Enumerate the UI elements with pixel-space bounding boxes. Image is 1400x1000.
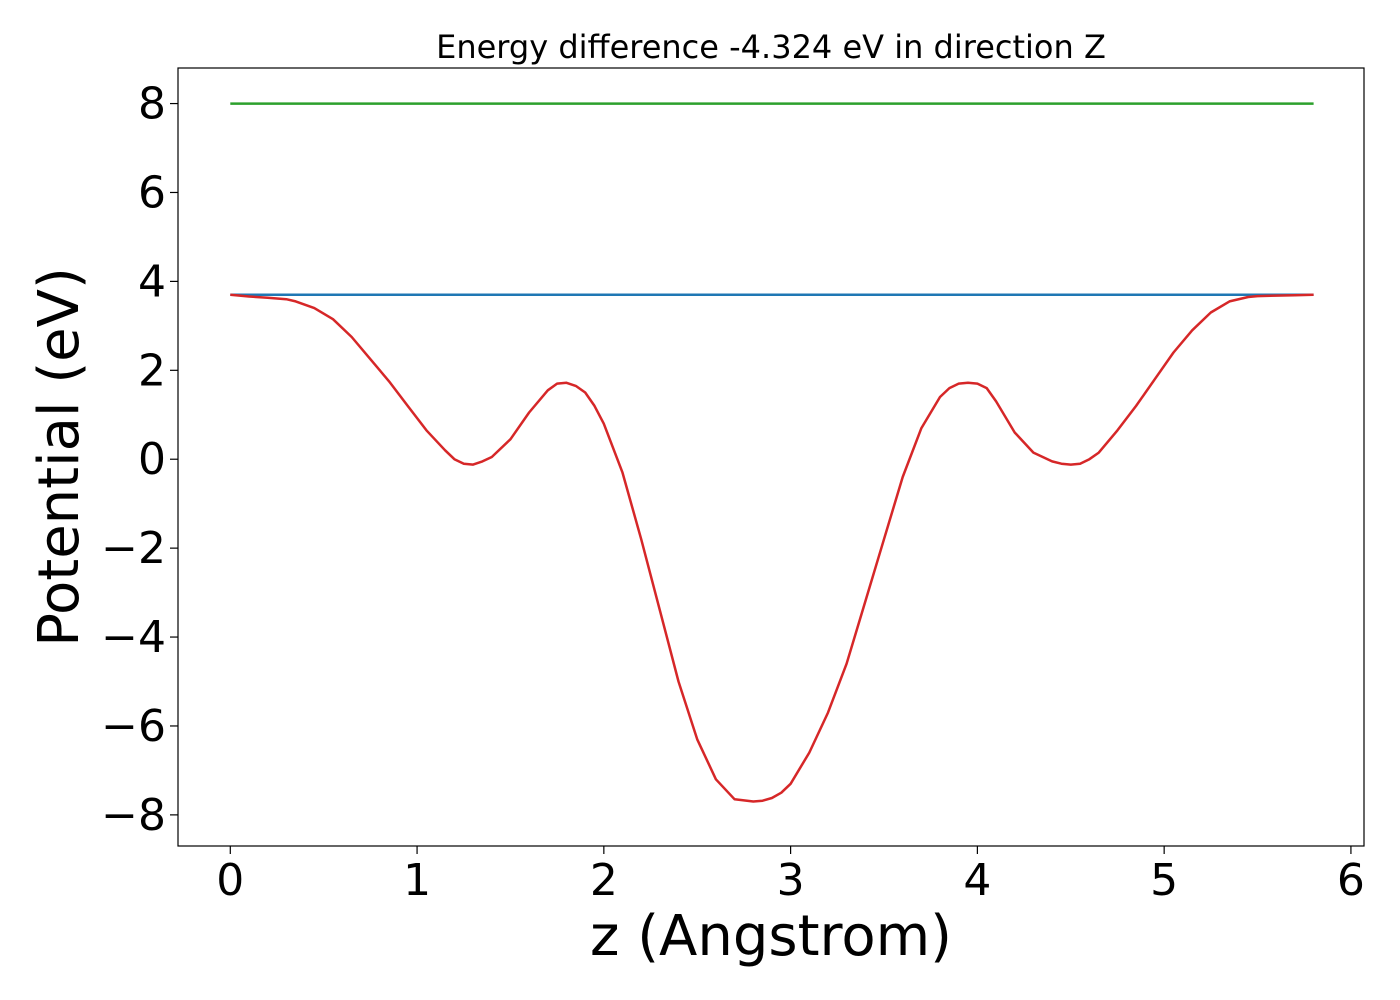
x-tick-label: 3 <box>777 855 805 906</box>
x-tick-label: 2 <box>590 855 618 906</box>
y-tick-label: 6 <box>138 167 166 218</box>
y-tick-label: 4 <box>138 256 166 307</box>
y-tick-label: −6 <box>101 701 166 752</box>
series-line-2 <box>230 293 1314 803</box>
x-tick-label: 1 <box>403 855 431 906</box>
chart-title: Energy difference -4.324 eV in direction… <box>436 28 1106 66</box>
x-tick-label: 0 <box>216 855 244 906</box>
x-axis: 0 1 2 3 4 5 6 <box>216 846 1365 906</box>
x-tick-label: 5 <box>1150 855 1178 906</box>
y-tick-label: −8 <box>101 790 166 841</box>
series-layer <box>230 102 1314 803</box>
x-axis-label: z (Angstrom) <box>590 904 952 969</box>
plot-frame <box>177 67 1365 847</box>
y-axis-label: Potential (eV) <box>27 267 92 647</box>
x-tick-label: 4 <box>963 855 991 906</box>
y-tick-label: −2 <box>101 523 166 574</box>
x-tick-label: 6 <box>1337 855 1365 906</box>
y-tick-label: −4 <box>101 612 166 663</box>
y-axis: −8 −6 −4 −2 0 2 4 6 8 <box>101 79 178 841</box>
y-tick-label: 2 <box>138 345 166 396</box>
y-tick-label: 8 <box>138 79 166 130</box>
y-tick-label: 0 <box>138 434 166 485</box>
